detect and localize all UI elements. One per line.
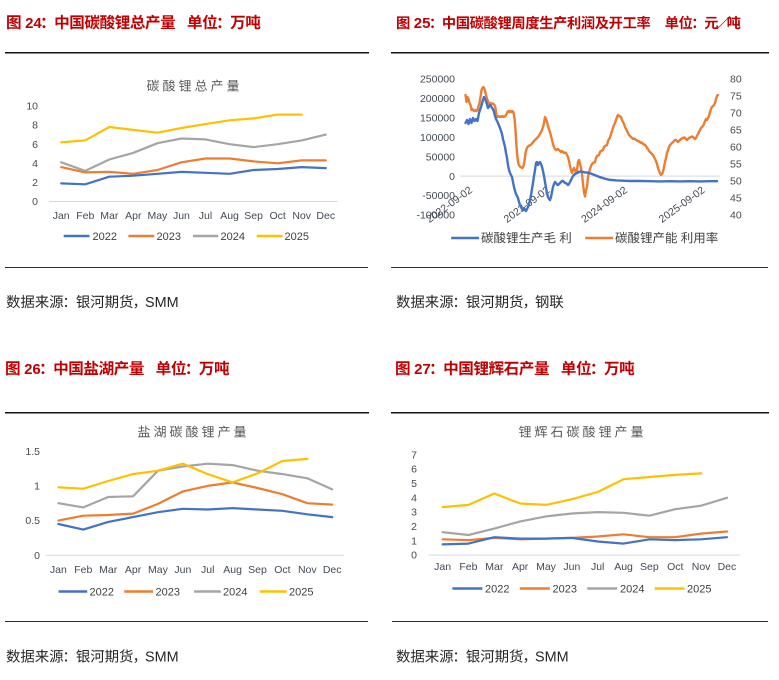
svg-text:25: 25 [414, 15, 431, 32]
svg-text:26: 26 [24, 361, 41, 378]
svg-text:2025: 2025 [285, 231, 309, 243]
svg-text:4: 4 [32, 158, 38, 170]
svg-text:250000: 250000 [420, 74, 455, 86]
svg-text:0: 0 [449, 171, 455, 183]
svg-text:4: 4 [411, 492, 417, 504]
svg-text:SMM: SMM [535, 650, 569, 666]
svg-text:0: 0 [411, 550, 417, 562]
svg-text:50: 50 [730, 176, 742, 188]
svg-text:Sep: Sep [248, 564, 267, 576]
svg-text:Mar: Mar [100, 210, 119, 222]
svg-text:8: 8 [32, 120, 38, 132]
svg-text:45: 45 [730, 193, 742, 205]
svg-text:Jun: Jun [174, 564, 191, 576]
svg-text:1: 1 [411, 535, 417, 547]
svg-text:100000: 100000 [420, 132, 455, 144]
svg-text:5: 5 [411, 478, 417, 490]
svg-text:Nov: Nov [292, 210, 311, 222]
svg-text:80: 80 [730, 74, 742, 86]
svg-text:2023: 2023 [553, 583, 577, 595]
svg-text:55: 55 [730, 159, 742, 171]
svg-text:-100000: -100000 [416, 210, 455, 222]
svg-text:7: 7 [411, 449, 417, 461]
svg-text:2022: 2022 [93, 231, 117, 243]
svg-text:0: 0 [32, 196, 38, 208]
svg-text:Oct: Oct [269, 210, 285, 222]
svg-text:Dec: Dec [718, 561, 737, 573]
svg-text:Aug: Aug [220, 210, 239, 222]
svg-text:70: 70 [730, 108, 742, 120]
svg-text:Oct: Oct [667, 561, 683, 573]
svg-text:2024: 2024 [223, 586, 247, 598]
svg-text:May: May [148, 564, 169, 576]
svg-text:Feb: Feb [76, 210, 94, 222]
svg-text:Sep: Sep [640, 561, 659, 573]
svg-text:Apr: Apr [512, 561, 529, 573]
svg-text:2024: 2024 [620, 583, 644, 595]
svg-text:3: 3 [411, 507, 417, 519]
svg-text:SMM: SMM [145, 650, 179, 666]
svg-text:1: 1 [34, 481, 40, 493]
svg-text:Mar: Mar [99, 564, 118, 576]
svg-text:Sep: Sep [244, 210, 263, 222]
svg-text:Jul: Jul [201, 564, 214, 576]
svg-text:Dec: Dec [316, 210, 335, 222]
svg-text:6: 6 [32, 139, 38, 151]
svg-text:60: 60 [730, 142, 742, 154]
svg-text:Jan: Jan [50, 564, 67, 576]
svg-text:Jun: Jun [173, 210, 190, 222]
svg-text:-50000: -50000 [422, 190, 455, 202]
svg-text:May: May [536, 561, 557, 573]
svg-text:0: 0 [34, 550, 40, 562]
svg-text:Dec: Dec [323, 564, 342, 576]
svg-text:75: 75 [730, 91, 742, 103]
svg-text:Oct: Oct [274, 564, 290, 576]
svg-text:Apr: Apr [125, 210, 142, 222]
svg-text:200000: 200000 [420, 93, 455, 105]
svg-text:27: 27 [414, 361, 431, 378]
svg-text:2023: 2023 [157, 231, 181, 243]
svg-text:Jan: Jan [53, 210, 70, 222]
svg-text:150000: 150000 [420, 112, 455, 124]
svg-text:1.5: 1.5 [25, 446, 40, 458]
svg-text:SMM: SMM [145, 295, 179, 311]
svg-text:6: 6 [411, 464, 417, 476]
svg-text:2: 2 [32, 177, 38, 189]
svg-text:Mar: Mar [485, 561, 504, 573]
svg-text:0.5: 0.5 [25, 515, 40, 527]
svg-text:10: 10 [26, 101, 38, 113]
svg-text:2022: 2022 [90, 586, 114, 598]
svg-text:Nov: Nov [298, 564, 317, 576]
svg-text:Nov: Nov [692, 561, 711, 573]
svg-text:65: 65 [730, 125, 742, 137]
svg-text:2022: 2022 [485, 583, 509, 595]
svg-text:Jul: Jul [199, 210, 212, 222]
svg-text:2024: 2024 [221, 231, 245, 243]
svg-text:Jan: Jan [434, 561, 451, 573]
svg-text:May: May [147, 210, 168, 222]
svg-text:50000: 50000 [426, 151, 455, 163]
svg-text:2023: 2023 [156, 586, 180, 598]
svg-text:Aug: Aug [223, 564, 242, 576]
svg-text:24: 24 [25, 15, 42, 32]
svg-text:2025: 2025 [687, 583, 711, 595]
svg-text:Feb: Feb [74, 564, 92, 576]
svg-text:Aug: Aug [614, 561, 633, 573]
svg-text:2025: 2025 [289, 586, 313, 598]
svg-text:2: 2 [411, 521, 417, 533]
svg-text:Jun: Jun [563, 561, 580, 573]
svg-text:Jul: Jul [591, 561, 604, 573]
svg-text:Apr: Apr [125, 564, 142, 576]
svg-text:Feb: Feb [459, 561, 477, 573]
svg-text:40: 40 [730, 210, 742, 222]
